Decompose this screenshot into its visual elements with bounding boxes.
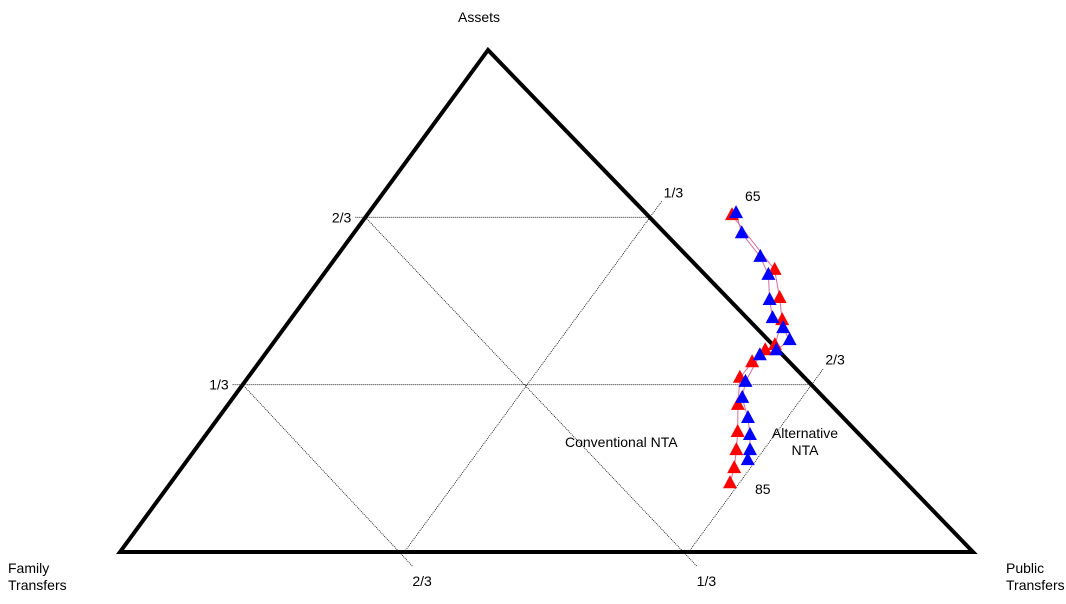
marker <box>730 396 745 410</box>
marker <box>730 424 745 438</box>
series-label: Conventional NTA <box>565 434 678 450</box>
series-line <box>735 213 791 461</box>
marker <box>782 332 797 346</box>
marker <box>729 205 744 219</box>
annotation: 65 <box>745 188 761 204</box>
marker <box>729 442 744 456</box>
marker <box>727 460 742 474</box>
marker <box>762 291 777 305</box>
marker <box>738 373 753 387</box>
marker <box>776 320 791 334</box>
marker <box>743 442 758 456</box>
grid-line <box>365 217 697 567</box>
marker <box>734 225 749 239</box>
marker <box>765 310 780 324</box>
tick-label: 2/3 <box>412 573 432 589</box>
tick-label: 1/3 <box>209 377 229 393</box>
series-label: Alternative NTA <box>771 425 839 458</box>
marker <box>772 289 787 303</box>
marker <box>745 354 760 368</box>
marker <box>752 347 767 361</box>
triangle <box>116 46 978 554</box>
tick-label: 1/3 <box>697 573 717 589</box>
marker <box>735 389 750 403</box>
marker <box>742 427 757 441</box>
marker <box>767 261 782 275</box>
axis-title: Family Transfers <box>8 560 67 593</box>
annotation: 85 <box>755 481 771 497</box>
grid-line <box>688 368 824 553</box>
marker <box>722 475 737 489</box>
tick-label: 2/3 <box>332 209 352 225</box>
marker <box>761 266 776 280</box>
axis-title: Assets <box>458 9 501 25</box>
tick-label: 1/3 <box>664 184 684 200</box>
axis-title: Public Transfers <box>1006 560 1065 593</box>
marker <box>753 248 768 262</box>
grid-line <box>404 201 662 553</box>
marker <box>740 409 755 423</box>
tick-label: 2/3 <box>825 352 845 368</box>
marker <box>740 452 755 466</box>
grid-line <box>242 384 413 567</box>
marker <box>769 342 784 356</box>
